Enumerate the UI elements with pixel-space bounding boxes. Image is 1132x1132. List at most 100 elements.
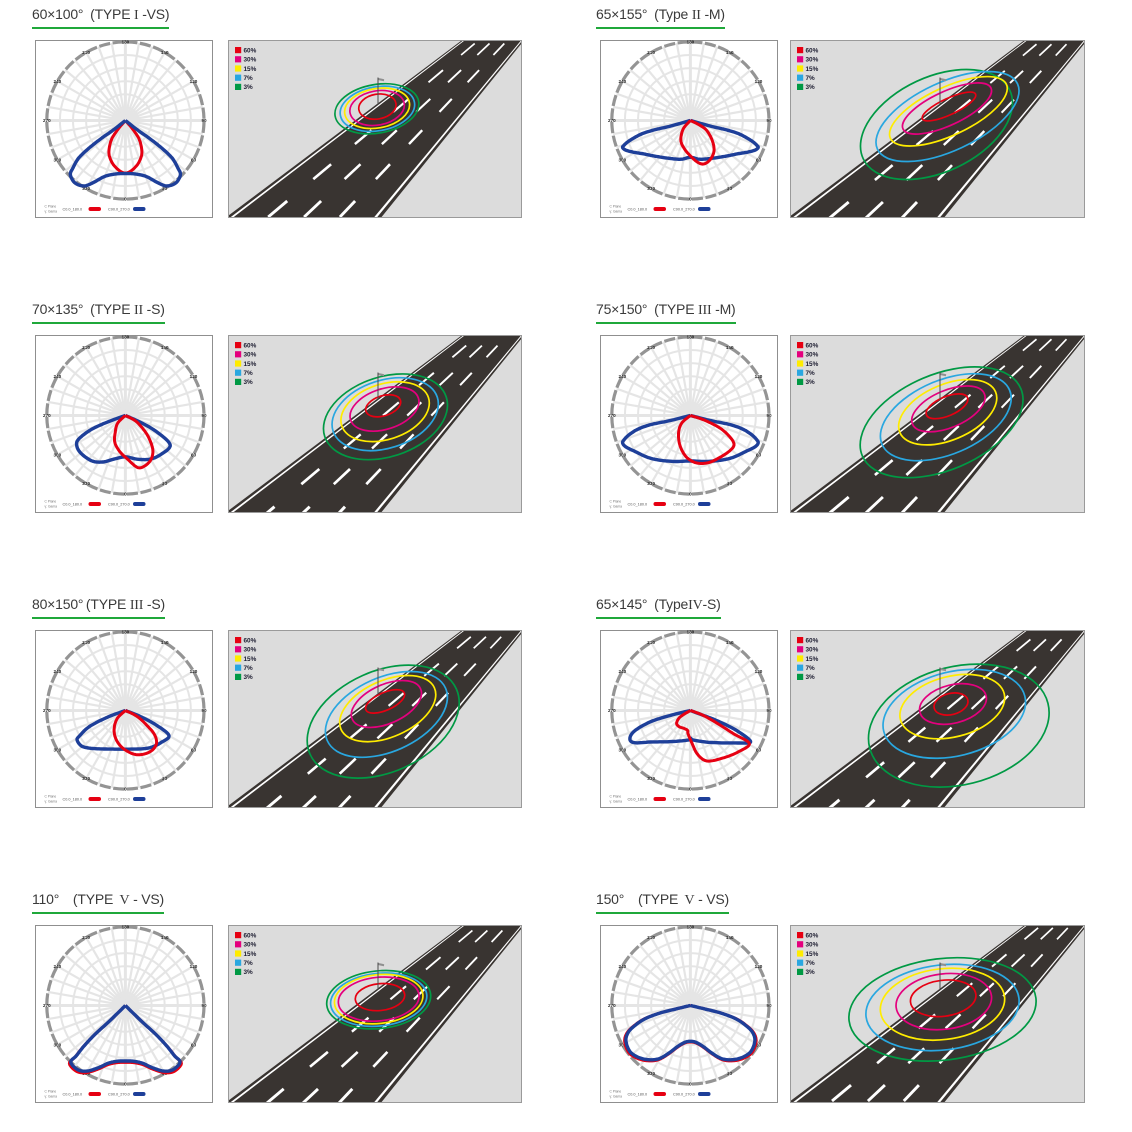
- svg-text:C Plane: C Plane: [610, 1090, 622, 1094]
- svg-text:30%: 30%: [244, 647, 257, 654]
- svg-text:30: 30: [162, 186, 168, 191]
- svg-text:3%: 3%: [806, 969, 816, 976]
- svg-text:γ: Gama: γ: Gama: [45, 210, 58, 214]
- svg-text:300: 300: [53, 157, 61, 162]
- svg-text:3%: 3%: [806, 674, 816, 681]
- svg-text:30%: 30%: [244, 352, 257, 359]
- svg-text:C Plane: C Plane: [610, 795, 622, 799]
- svg-text:330: 330: [647, 776, 655, 781]
- svg-text:30: 30: [727, 481, 733, 486]
- svg-text:30: 30: [727, 186, 733, 191]
- svg-text:300: 300: [618, 157, 626, 162]
- svg-text:90: 90: [201, 413, 207, 418]
- svg-text:150: 150: [161, 640, 169, 645]
- svg-text:C90.0_270.0: C90.0_270.0: [673, 503, 695, 507]
- svg-text:210: 210: [82, 640, 90, 645]
- svg-text:270: 270: [608, 118, 616, 123]
- svg-text:60: 60: [191, 452, 197, 457]
- svg-text:γ: Gama: γ: Gama: [610, 800, 623, 804]
- svg-text:210: 210: [82, 345, 90, 350]
- svg-text:270: 270: [43, 413, 51, 418]
- svg-text:15%: 15%: [244, 66, 257, 73]
- svg-text:60: 60: [191, 747, 197, 752]
- svg-text:30: 30: [162, 776, 168, 781]
- svg-text:15%: 15%: [806, 951, 819, 958]
- svg-text:180: 180: [122, 630, 130, 635]
- svg-text:60: 60: [756, 452, 762, 457]
- svg-text:C90.0_270.0: C90.0_270.0: [108, 503, 130, 507]
- svg-text:30%: 30%: [244, 942, 257, 949]
- svg-text:210: 210: [82, 50, 90, 55]
- svg-text:90: 90: [766, 413, 772, 418]
- svg-text:300: 300: [618, 1042, 626, 1047]
- svg-text:300: 300: [618, 747, 626, 752]
- svg-text:7%: 7%: [244, 370, 254, 377]
- svg-text:120: 120: [755, 669, 763, 674]
- svg-text:C90.0_270.0: C90.0_270.0: [673, 208, 695, 212]
- svg-text:60: 60: [756, 1042, 762, 1047]
- svg-text:120: 120: [755, 79, 763, 84]
- svg-text:3%: 3%: [244, 674, 254, 681]
- svg-text:γ: Gama: γ: Gama: [610, 210, 623, 214]
- svg-text:C90.0_270.0: C90.0_270.0: [673, 798, 695, 802]
- svg-text:C0.0_180.0: C0.0_180.0: [63, 503, 83, 507]
- svg-text:30%: 30%: [806, 942, 819, 949]
- svg-text:C0.0_180.0: C0.0_180.0: [63, 1093, 83, 1097]
- svg-text:30: 30: [162, 481, 168, 486]
- svg-text:30%: 30%: [806, 57, 819, 64]
- svg-text:240: 240: [618, 79, 626, 84]
- svg-text:C Plane: C Plane: [610, 205, 622, 209]
- svg-text:60%: 60%: [244, 637, 257, 644]
- svg-text:120: 120: [190, 669, 198, 674]
- svg-text:3%: 3%: [806, 379, 816, 386]
- svg-text:30%: 30%: [806, 647, 819, 654]
- svg-text:7%: 7%: [806, 665, 816, 672]
- svg-text:3%: 3%: [806, 84, 816, 91]
- svg-text:C0.0_180.0: C0.0_180.0: [628, 208, 648, 212]
- svg-text:90: 90: [766, 708, 772, 713]
- svg-text:180: 180: [687, 925, 695, 930]
- svg-text:180: 180: [687, 630, 695, 635]
- svg-text:330: 330: [82, 481, 90, 486]
- svg-text:210: 210: [647, 640, 655, 645]
- svg-text:7%: 7%: [806, 75, 816, 82]
- svg-text:180: 180: [122, 925, 130, 930]
- svg-text:240: 240: [53, 374, 61, 379]
- svg-text:C Plane: C Plane: [610, 500, 622, 504]
- svg-text:15%: 15%: [244, 951, 257, 958]
- svg-text:150: 150: [161, 50, 169, 55]
- svg-text:0: 0: [689, 787, 692, 792]
- svg-text:180: 180: [122, 335, 130, 340]
- svg-text:C90.0_270.0: C90.0_270.0: [108, 798, 130, 802]
- svg-text:240: 240: [618, 669, 626, 674]
- svg-text:240: 240: [53, 669, 61, 674]
- svg-text:90: 90: [201, 118, 207, 123]
- svg-text:3%: 3%: [244, 969, 254, 976]
- svg-text:30%: 30%: [244, 57, 257, 64]
- svg-text:15%: 15%: [244, 656, 257, 663]
- svg-text:330: 330: [82, 776, 90, 781]
- svg-text:150: 150: [726, 935, 734, 940]
- svg-text:270: 270: [43, 708, 51, 713]
- svg-text:120: 120: [755, 964, 763, 969]
- svg-text:60: 60: [756, 157, 762, 162]
- svg-text:30: 30: [727, 1071, 733, 1076]
- svg-text:C0.0_180.0: C0.0_180.0: [63, 208, 83, 212]
- svg-text:240: 240: [618, 964, 626, 969]
- svg-text:0: 0: [124, 492, 127, 497]
- svg-text:60%: 60%: [806, 637, 819, 644]
- svg-text:150: 150: [726, 640, 734, 645]
- svg-text:C90.0_270.0: C90.0_270.0: [673, 1093, 695, 1097]
- svg-text:7%: 7%: [806, 960, 816, 967]
- svg-text:150: 150: [726, 345, 734, 350]
- svg-text:0: 0: [689, 197, 692, 202]
- svg-text:60: 60: [191, 1042, 197, 1047]
- svg-text:300: 300: [53, 747, 61, 752]
- svg-text:7%: 7%: [244, 75, 254, 82]
- svg-text:90: 90: [201, 708, 207, 713]
- svg-text:330: 330: [647, 481, 655, 486]
- svg-text:15%: 15%: [806, 656, 819, 663]
- svg-text:0: 0: [124, 787, 127, 792]
- svg-text:60: 60: [191, 157, 197, 162]
- svg-text:7%: 7%: [244, 960, 254, 967]
